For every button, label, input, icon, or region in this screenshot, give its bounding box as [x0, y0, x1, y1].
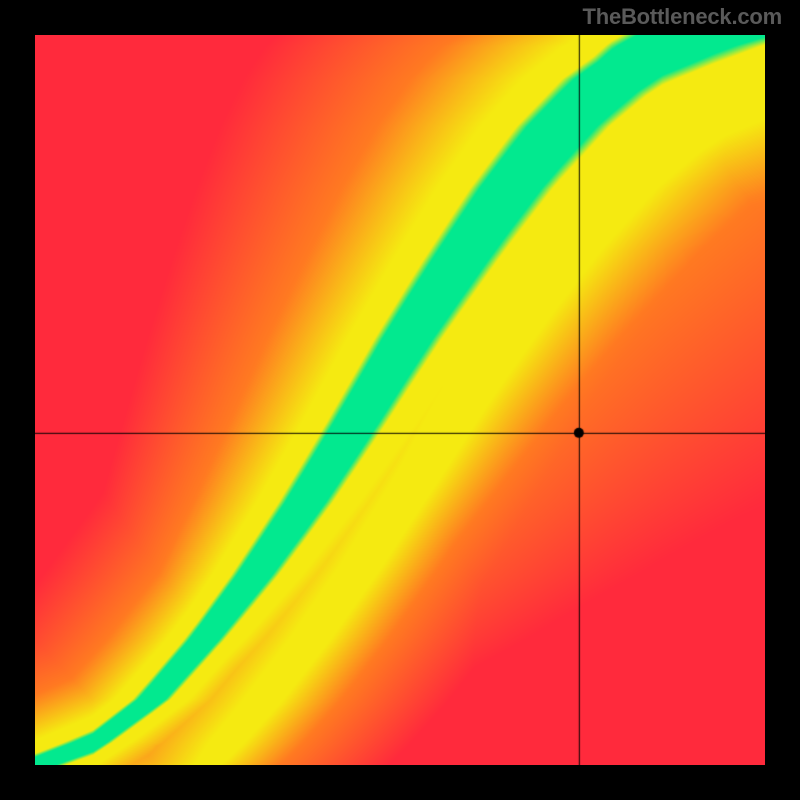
watermark-text: TheBottleneck.com — [582, 4, 782, 30]
heatmap-canvas — [35, 35, 765, 765]
stage: TheBottleneck.com — [0, 0, 800, 800]
